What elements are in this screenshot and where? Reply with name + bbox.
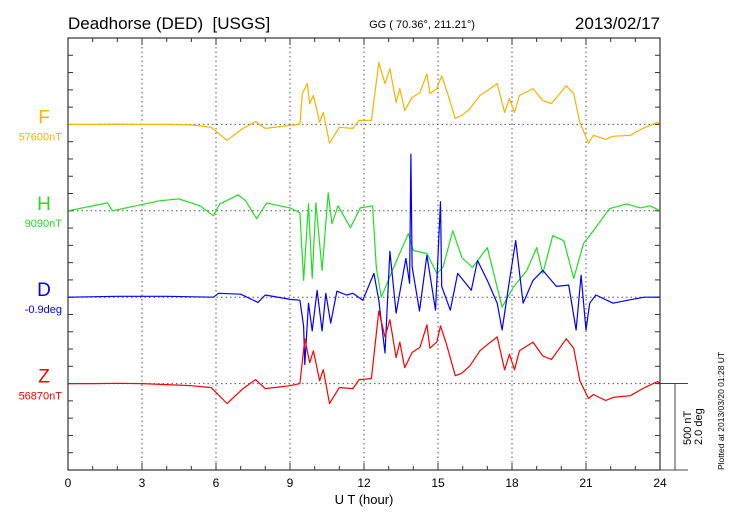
x-tick-label: 9 <box>287 476 294 490</box>
x-tick-label: 18 <box>505 476 519 490</box>
series-lines <box>67 62 661 405</box>
series-name-d: D <box>37 280 51 301</box>
series-baseline-d: -0.9deg <box>25 304 62 316</box>
chart-date: 2013/02/17 <box>575 14 660 33</box>
plot-frame <box>67 37 661 471</box>
x-tick-label: 0 <box>65 476 72 490</box>
grid-lines <box>68 38 660 470</box>
scale-bar: 500 nT 2.0 deg <box>660 383 705 471</box>
x-tick-label: 15 <box>431 476 445 490</box>
series-baseline-f: 57600nT <box>19 131 63 143</box>
series-name-h: H <box>37 194 51 215</box>
x-tick-label: 24 <box>653 476 667 490</box>
x-tick-label: 3 <box>139 476 146 490</box>
chart-title: Deadhorse (DED) [USGS] <box>68 14 270 33</box>
x-tick-label: 6 <box>213 476 220 490</box>
series-line-z <box>68 310 661 405</box>
x-tick-label: 21 <box>579 476 593 490</box>
series-baseline-z: 56870nT <box>19 391 63 403</box>
series-baseline-h: 9090nT <box>25 218 63 230</box>
x-axis-label: U T (hour) <box>335 492 394 507</box>
x-tick-label: 12 <box>357 476 371 490</box>
series-line-h <box>67 192 661 308</box>
scale-nt-label: 500 nT <box>682 410 694 445</box>
axis-ticks <box>67 37 661 471</box>
series-line-d <box>67 153 660 366</box>
x-tick-labels: 0 3 6 9 12 15 18 21 24 <box>65 476 667 490</box>
series-name-f: F <box>38 107 50 128</box>
series-labels: F 57600nT H 9090nT D -0.9deg Z 56870nT <box>19 107 63 402</box>
series-line-f <box>68 62 661 144</box>
series-name-z: Z <box>38 367 50 388</box>
scale-deg-label: 2.0 deg <box>693 408 705 445</box>
chart-subtitle: GG ( 70.36°, 211.21°) <box>369 19 475 31</box>
plotted-at-label: Plotted at 2013/03/20 01:28 UT <box>716 352 726 470</box>
